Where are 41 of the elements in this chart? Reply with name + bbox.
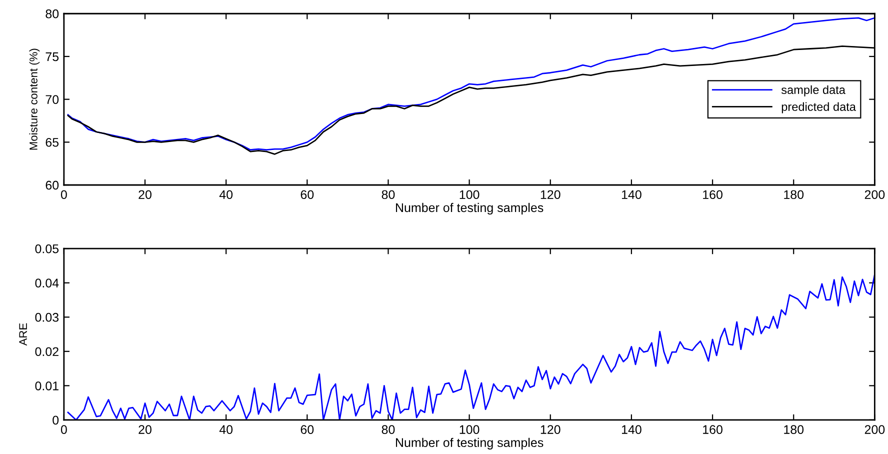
x-axis-title: Number of testing samples: [396, 438, 544, 450]
line-series: [67, 17, 875, 151]
legend-label: predicted data: [782, 102, 856, 114]
x-tick-label: 80: [382, 190, 395, 200]
x-tick-label: 160: [703, 425, 722, 434]
x-tick-label: 200: [864, 425, 885, 434]
x-tick-label: 180: [784, 425, 804, 434]
y-tick-label: 65: [46, 138, 59, 147]
y-tick-label: 60: [46, 180, 59, 190]
legend-label: sample data: [781, 85, 846, 96]
y-tick-label: 0.05: [35, 244, 59, 254]
x-tick-label: 20: [138, 190, 152, 200]
x-tick-label: 40: [219, 190, 233, 200]
y-tick-label: 75: [46, 52, 59, 62]
y-tick-label: 80: [46, 9, 59, 18]
x-tick-label: 160: [703, 190, 722, 200]
x-tick-label: 200: [864, 190, 885, 200]
line-series: [67, 274, 875, 420]
y-tick-label: 70: [46, 95, 59, 104]
y-tick-label: 0.01: [35, 381, 58, 390]
y-axis-title: Moisture content (%): [29, 48, 40, 150]
y-tick-label: 0: [52, 416, 59, 425]
x-tick-label: 140: [622, 190, 642, 200]
y-tick-label: 0.04: [35, 278, 59, 288]
x-tick-label: 80: [382, 425, 395, 434]
x-tick-label: 60: [300, 425, 314, 434]
x-tick-label: 120: [540, 190, 560, 200]
x-tick-label: 20: [138, 425, 152, 434]
y-axis-title: ARE: [19, 323, 27, 346]
x-tick-label: 60: [300, 190, 314, 200]
x-tick-label: 140: [622, 425, 642, 434]
y-tick-label: 0.02: [35, 347, 58, 356]
x-tick-label: 0: [60, 190, 67, 200]
x-tick-label: 100: [460, 190, 480, 200]
x-tick-label: 100: [460, 425, 480, 434]
x-axis-title: Number of testing samples: [396, 202, 544, 215]
x-tick-label: 180: [784, 190, 804, 200]
x-tick-label: 40: [219, 425, 233, 434]
x-tick-label: 0: [60, 425, 67, 434]
x-tick-label: 120: [540, 425, 560, 434]
y-tick-label: 0.03: [35, 312, 59, 322]
